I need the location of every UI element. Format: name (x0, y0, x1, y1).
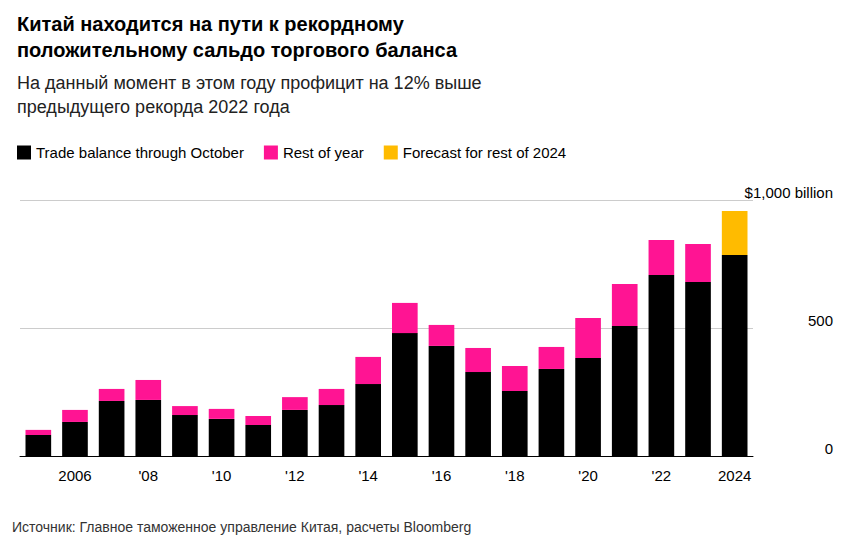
svg-text:Trade balance through October: Trade balance through October (36, 144, 244, 161)
svg-text:$1,000 billion: $1,000 billion (745, 184, 833, 201)
svg-text:'16: '16 (432, 467, 452, 484)
svg-text:'08: '08 (138, 467, 158, 484)
svg-text:Источник: Главное таможенное у: Источник: Главное таможенное управление … (12, 519, 471, 535)
svg-text:Китай находится на пути к реко: Китай находится на пути к рекордному (17, 13, 409, 35)
svg-text:'14: '14 (358, 467, 378, 484)
svg-text:2024: 2024 (718, 467, 751, 484)
svg-text:'10: '10 (212, 467, 232, 484)
svg-text:Forecast for rest of 2024: Forecast for rest of 2024 (403, 144, 566, 161)
svg-text:'22: '22 (652, 467, 672, 484)
svg-text:предыдущего рекорда 2022 года: предыдущего рекорда 2022 года (17, 97, 291, 117)
svg-text:'20: '20 (578, 467, 598, 484)
svg-text:'12: '12 (285, 467, 305, 484)
svg-text:'18: '18 (505, 467, 525, 484)
svg-text:положительному сальдо торговог: положительному сальдо торгового баланса (17, 39, 458, 61)
svg-text:2006: 2006 (58, 467, 91, 484)
svg-text:На данный момент в этом году п: На данный момент в этом году профицит на… (17, 73, 487, 93)
svg-text:500: 500 (808, 312, 833, 329)
svg-text:0: 0 (825, 440, 833, 457)
svg-text:Rest of year: Rest of year (283, 144, 364, 161)
